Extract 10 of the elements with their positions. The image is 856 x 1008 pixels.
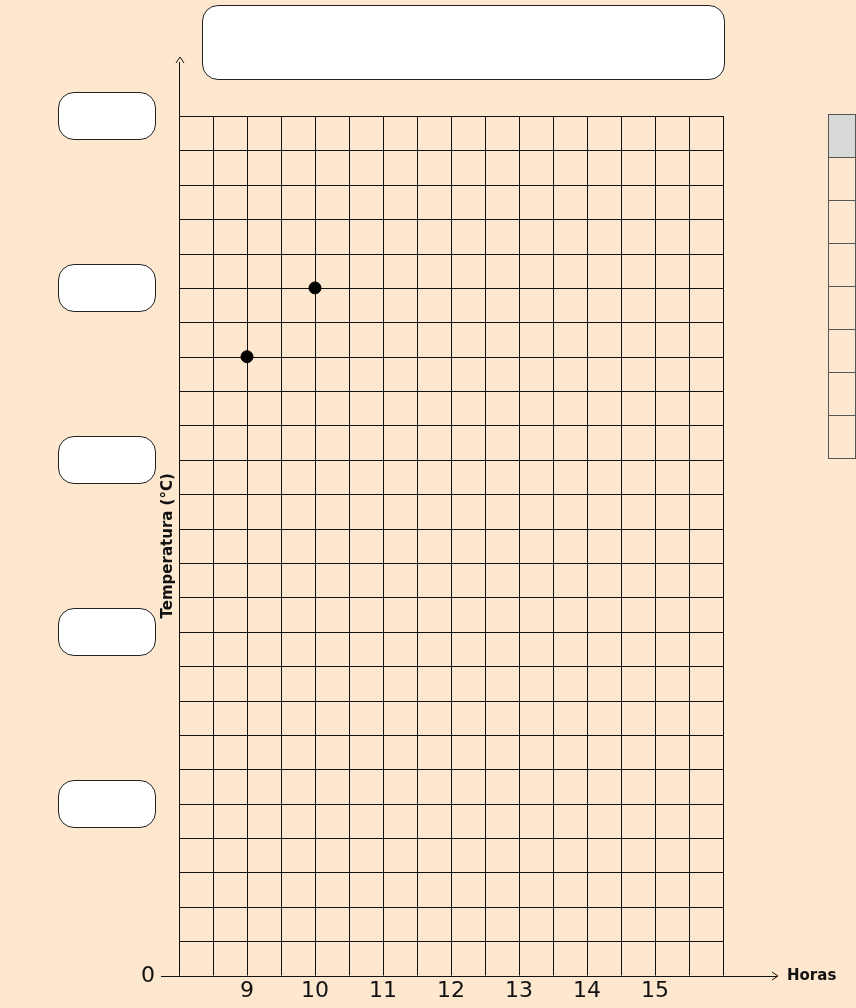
x-tick-label: 15 — [641, 976, 669, 1002]
x-tick-label: 10 — [301, 976, 329, 1002]
x-tick-label: 11 — [369, 976, 397, 1002]
x-tick-label: 12 — [437, 976, 465, 1002]
x-tick-label: 14 — [573, 976, 601, 1002]
y-axis-title: Temperatura (°C) — [157, 473, 176, 619]
x-axis-title: Horas — [787, 966, 837, 985]
text: 0 — [141, 962, 155, 988]
x-tick-label: 13 — [505, 976, 533, 1002]
x-tick-label: 9 — [240, 976, 254, 1002]
